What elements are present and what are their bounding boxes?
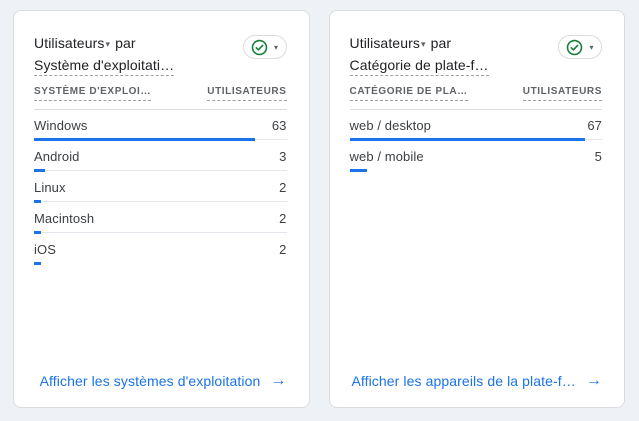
dimension-label[interactable]: Catégorie de plate-f…: [349, 57, 489, 76]
row-separator: [367, 170, 602, 171]
row-bar-fill: [349, 169, 367, 172]
row-value: 2: [279, 180, 287, 195]
row-bar-fill: [34, 138, 255, 141]
row-value: 2: [279, 242, 287, 257]
row-value: 3: [279, 149, 287, 164]
row-separator: [41, 201, 287, 202]
row-label: web / mobile: [349, 149, 424, 164]
row-value: 2: [279, 211, 287, 226]
row-bar: [34, 200, 287, 203]
table-row: Macintosh 2: [34, 203, 287, 234]
column-headers: SYSTÈME D'EXPLOI… UTILISATEURS: [34, 86, 287, 101]
table-row: web / mobile 5: [349, 141, 603, 172]
card-title: Utilisateurs▾ par Système d'exploitati…: [34, 33, 175, 76]
table-row: web / desktop 67: [349, 110, 602, 141]
divider: [34, 109, 287, 110]
row-bar-fill: [349, 138, 585, 141]
metric-dropdown[interactable]: Utilisateurs▾: [350, 35, 427, 51]
link-label: Afficher les appareils de la plate-f…: [351, 373, 576, 389]
arrow-right-icon: →: [585, 372, 602, 389]
row-bar-fill: [34, 200, 42, 203]
row-separator: [44, 170, 287, 171]
table-row: Linux 2: [34, 172, 287, 203]
data-quality-badge[interactable]: ▾: [242, 35, 287, 59]
table-row: Windows 63: [34, 110, 287, 141]
row-separator: [41, 232, 287, 233]
title-connector: par: [430, 35, 452, 51]
check-circle-icon: [251, 39, 268, 55]
row-bar: [34, 262, 287, 265]
row-label: iOS: [34, 242, 56, 257]
metric-dropdown[interactable]: Utilisateurs▾: [34, 35, 111, 51]
row-label: Macintosh: [34, 211, 95, 226]
column-header-metric: UTILISATEURS: [207, 86, 287, 101]
row-bar-fill: [34, 231, 42, 234]
column-header-dimension: CATÉGORIE DE PLA…: [349, 86, 468, 101]
view-operating-systems-link[interactable]: Afficher les systèmes d'exploitation →: [34, 373, 287, 393]
chevron-down-icon: ▾: [589, 42, 594, 52]
card-platform-category: Utilisateurs▾ par Catégorie de plate-f… …: [328, 10, 625, 408]
row-bar-fill: [34, 262, 42, 265]
row-bar: [349, 138, 602, 141]
dimension-label[interactable]: Système d'exploitati…: [34, 57, 175, 76]
column-header-metric: UTILISATEURS: [522, 86, 602, 101]
row-label: Windows: [34, 118, 88, 133]
title-connector: par: [115, 35, 136, 51]
row-value: 5: [594, 149, 602, 164]
row-value: 63: [271, 118, 287, 133]
card-header: Utilisateurs▾ par Catégorie de plate-f… …: [349, 33, 602, 76]
table-body: web / desktop 67 web / mobile 5: [349, 110, 603, 172]
row-separator: [254, 139, 287, 140]
table-body: Windows 63 Android 3 Linux 2 Macintosh: [34, 110, 287, 265]
card-title: Utilisateurs▾ par Catégorie de plate-f…: [349, 33, 489, 76]
table-row: iOS 2: [34, 234, 287, 265]
divider: [349, 109, 602, 110]
row-bar: [34, 138, 287, 141]
view-platform-devices-link[interactable]: Afficher les appareils de la plate-f… →: [350, 373, 603, 393]
row-bar: [34, 169, 287, 172]
chevron-down-icon: ▾: [105, 39, 111, 49]
arrow-right-icon: →: [270, 372, 287, 389]
row-separator: [41, 263, 286, 264]
data-quality-badge[interactable]: ▾: [558, 35, 602, 59]
card-header: Utilisateurs▾ par Système d'exploitati… …: [34, 33, 287, 76]
link-label: Afficher les systèmes d'exploitation: [39, 373, 261, 389]
table-row: Android 3: [34, 141, 287, 172]
row-separator: [584, 139, 602, 140]
column-header-dimension: SYSTÈME D'EXPLOI…: [34, 86, 152, 101]
row-bar: [34, 231, 287, 234]
row-bar-fill: [34, 169, 45, 172]
row-value: 67: [587, 118, 602, 133]
card-operating-systems: Utilisateurs▾ par Système d'exploitati… …: [13, 10, 310, 408]
chevron-down-icon: ▾: [420, 39, 426, 49]
column-headers: CATÉGORIE DE PLA… UTILISATEURS: [349, 86, 602, 101]
row-label: Linux: [34, 180, 66, 195]
chevron-down-icon: ▾: [273, 42, 278, 52]
row-bar: [349, 169, 603, 172]
row-label: Android: [34, 149, 80, 164]
row-label: web / desktop: [349, 118, 432, 133]
check-circle-icon: [567, 39, 583, 55]
